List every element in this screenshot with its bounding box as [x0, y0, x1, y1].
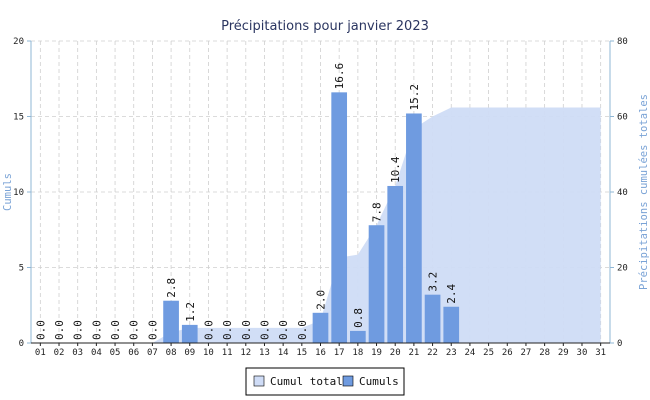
chart-title: Précipitations pour janvier 2023: [221, 19, 429, 34]
x-tick-label: 18: [352, 348, 363, 358]
bar-cumuls: [312, 312, 329, 343]
x-tick-label: 25: [483, 348, 494, 358]
bar-cumuls: [424, 294, 441, 343]
y-left-tick-label: 0: [19, 339, 24, 349]
data-label: 10.4: [389, 156, 402, 183]
x-tick-label: 07: [147, 348, 158, 358]
data-label: 15.2: [408, 84, 421, 111]
x-tick-label: 14: [278, 348, 289, 358]
data-label: 2.0: [315, 290, 328, 310]
y-left-tick-label: 20: [13, 37, 24, 47]
data-label: 0.0: [221, 320, 234, 340]
data-label: 0.0: [240, 320, 253, 340]
legend-label-cumul-total: Cumul total: [270, 375, 343, 388]
axes: [27, 40, 614, 346]
y-left-axis-title: Cumuls: [2, 173, 14, 211]
x-tick-label: 29: [558, 348, 569, 358]
data-label: 2.4: [445, 284, 458, 304]
y-left-tick-label: 10: [13, 188, 24, 198]
y-right-tick-label: 60: [617, 113, 628, 123]
x-tick-label: 13: [259, 348, 270, 358]
x-tick-label: 09: [184, 348, 195, 358]
bar-cumuls: [331, 92, 348, 343]
x-tick-label: 27: [521, 348, 532, 358]
x-tick-label: 02: [54, 348, 65, 358]
bar-cumuls: [163, 300, 179, 343]
bar-cumuls: [350, 330, 366, 343]
x-tick-label: 24: [464, 348, 475, 358]
bar-layer: [163, 92, 460, 343]
x-tick-label: 20: [390, 348, 401, 358]
bar-cumuls: [387, 185, 404, 343]
data-label: 0.0: [72, 320, 85, 340]
y-left-tick-label: 5: [19, 264, 24, 274]
legend-box: [245, 367, 405, 396]
data-label: 0.0: [90, 320, 103, 340]
bar-cumuls: [181, 324, 198, 343]
y-right-tick-label: 20: [617, 264, 628, 274]
data-label: 0.8: [352, 308, 365, 328]
x-tick-label: 26: [502, 348, 513, 358]
data-label: 0.0: [146, 320, 159, 340]
y-right-tick-label: 0: [617, 339, 622, 349]
data-label: 3.2: [427, 272, 440, 292]
data-label: 16.6: [333, 63, 346, 90]
legend: Cumul total Cumuls: [245, 367, 405, 396]
data-label: 7.8: [371, 202, 384, 222]
x-tick-label: 31: [595, 348, 606, 358]
x-tick-label: 10: [203, 348, 214, 358]
x-tick-label: 03: [72, 348, 83, 358]
y-left-tick-label: 15: [13, 113, 24, 123]
x-tick-label: 12: [240, 348, 251, 358]
cumulative-area-layer: [40, 107, 601, 343]
y-right-tick-label: 80: [617, 37, 628, 47]
x-tick-label: 04: [91, 348, 102, 358]
data-label: 0.0: [202, 320, 215, 340]
data-label: 0.0: [34, 320, 47, 340]
x-tick-label: 05: [110, 348, 121, 358]
legend-swatch-cumul-total: [253, 375, 265, 387]
x-tick-label: 23: [446, 348, 457, 358]
data-labels: 0.0 0.0 0.0 0.0 0.0 0.0 0.0 2.8 1.2 0.0 0.0 0.0 0.0 0…: [34, 63, 458, 340]
bar-cumuls: [406, 113, 422, 343]
data-label: 0.0: [296, 320, 309, 340]
x-tick-labels: 01 02 03 04 05 06 07 08 09 10 11 12 13 14 15 16 17 18 19 20…: [35, 348, 606, 358]
data-label: 0.0: [128, 320, 141, 340]
data-label: 0.0: [258, 320, 271, 340]
data-label: 2.8: [165, 278, 178, 298]
data-label: 0.0: [53, 320, 66, 340]
y-right-tick-label: 40: [617, 188, 628, 198]
x-tick-label: 15: [296, 348, 307, 358]
y-right-axis-title: Précipitations cumulées totales: [638, 94, 650, 290]
legend-swatch-cumuls: [342, 375, 354, 387]
x-tick-label: 17: [334, 348, 345, 358]
data-label: 1.2: [184, 302, 197, 322]
x-tick-label: 19: [371, 348, 382, 358]
x-tick-label: 11: [222, 348, 233, 358]
x-tick-label: 08: [166, 348, 177, 358]
x-tick-label: 30: [577, 348, 588, 358]
bar-cumuls: [368, 225, 385, 343]
bar-cumuls: [443, 306, 460, 343]
legend-label-cumuls: Cumuls: [359, 375, 399, 388]
x-tick-label: 21: [408, 348, 419, 358]
y-left-tick-labels: 0 5 10 15 20: [13, 37, 24, 349]
x-tick-label: 28: [539, 348, 550, 358]
y-right-tick-labels: 0 20 40 60 80: [617, 37, 628, 349]
x-tick-label: 22: [427, 348, 438, 358]
x-tick-label: 01: [35, 348, 46, 358]
data-label: 0.0: [277, 320, 290, 340]
x-tick-label: 16: [315, 348, 326, 358]
cumul-total-area: [40, 107, 601, 343]
data-label: 0.0: [109, 320, 122, 340]
x-tick-label: 06: [128, 348, 139, 358]
